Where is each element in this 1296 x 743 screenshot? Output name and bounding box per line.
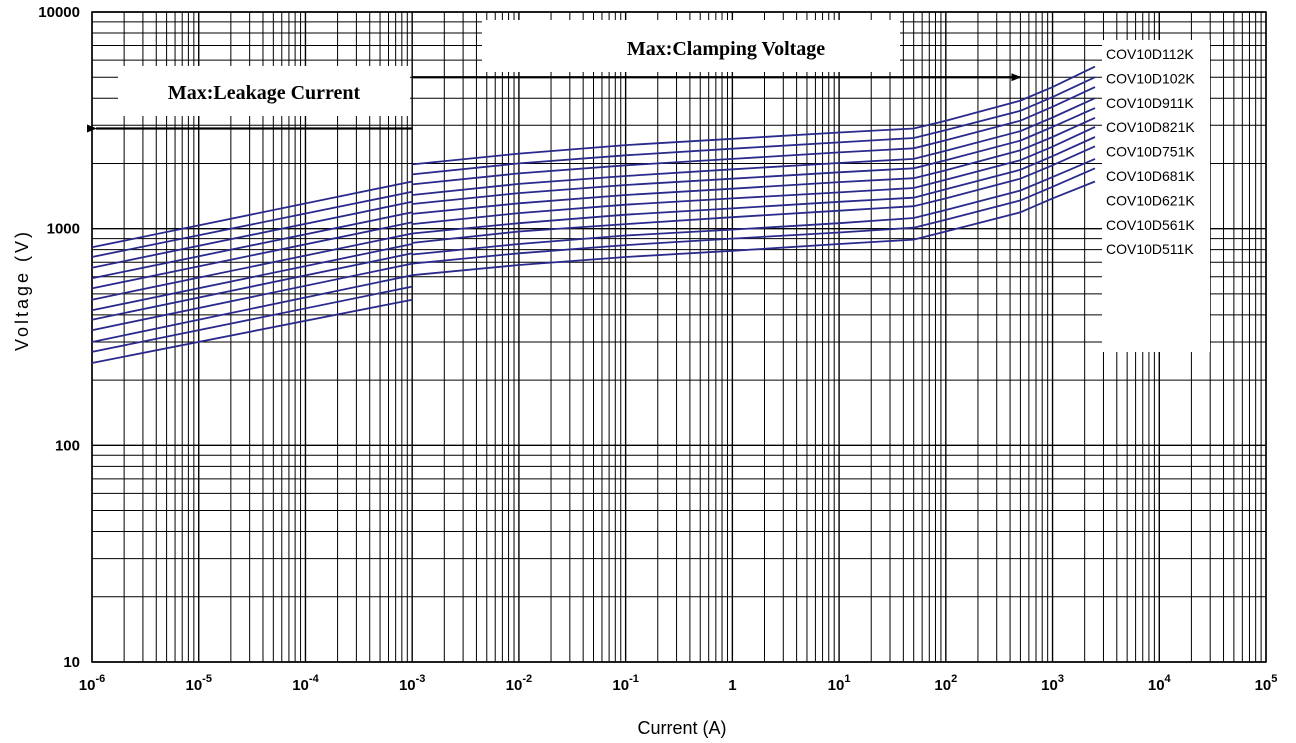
series-label: COV10D821K — [1106, 119, 1195, 135]
x-tick-label: 102 — [934, 673, 957, 694]
x-tick-label: 101 — [828, 673, 851, 694]
x-tick-label: 104 — [1148, 673, 1172, 694]
series-label: COV10D561K — [1106, 217, 1195, 233]
series-label: COV10D911K — [1106, 95, 1194, 111]
series-line-leakage-1 — [92, 192, 412, 257]
x-tick-label: 10-6 — [79, 673, 105, 694]
x-tick-base: 10 — [1255, 677, 1272, 694]
x-tick-base: 10 — [399, 677, 416, 694]
x-tick-base: 10 — [185, 677, 202, 694]
clamping-annotation: Max:Clamping Voltage — [627, 38, 825, 60]
x-tick-exponent: 1 — [844, 673, 850, 685]
x-tick-exponent: 5 — [1271, 673, 1277, 685]
x-axis-label: Current (A) — [637, 718, 726, 738]
series-label: COV10D751K — [1106, 144, 1195, 160]
x-tick-exponent: -3 — [416, 673, 426, 685]
x-tick-base: 10 — [79, 677, 96, 694]
x-tick-exponent: -5 — [202, 673, 212, 685]
y-tick-label: 1000 — [47, 221, 80, 238]
x-tick-base: 10 — [292, 677, 309, 694]
series-line-clamping-1 — [412, 77, 1095, 174]
x-tick-label: 103 — [1041, 673, 1064, 694]
x-tick-label: 105 — [1255, 673, 1278, 694]
series-line-leakage-0 — [92, 182, 412, 248]
series-label: COV10D511K — [1106, 241, 1194, 257]
y-axis-label: Voltage (V) — [12, 229, 32, 351]
leakage-annotation: Max:Leakage Current — [168, 82, 361, 104]
x-tick-base: 10 — [1148, 677, 1165, 694]
series-line-leakage-2 — [92, 202, 412, 268]
series-line-leakage-4 — [92, 222, 412, 288]
x-tick-label: 10-3 — [399, 673, 425, 694]
series-line-clamping-2 — [412, 87, 1095, 184]
x-tick-exponent: -6 — [95, 673, 105, 685]
x-tick-exponent: -4 — [309, 673, 320, 685]
x-tick-label: 10-5 — [185, 673, 211, 694]
x-tick-base: 10 — [828, 677, 845, 694]
series-line-leakage-5 — [92, 234, 412, 300]
x-tick-base: 10 — [612, 677, 629, 694]
y-tick-label: 10 — [63, 654, 80, 671]
x-tick-base: 1 — [728, 677, 736, 694]
y-tick-label: 10000 — [38, 4, 80, 21]
series-line-leakage-3 — [92, 212, 412, 278]
series-label: COV10D112K — [1106, 46, 1194, 62]
series-line-clamping-0 — [412, 67, 1095, 165]
x-tick-label: 10-1 — [612, 673, 638, 694]
series-label: COV10D621K — [1106, 192, 1195, 208]
series-line-clamping-4 — [412, 108, 1095, 204]
x-tick-base: 10 — [934, 677, 951, 694]
x-tick-base: 10 — [506, 677, 523, 694]
y-tick-label: 100 — [55, 437, 80, 454]
series-line-clamping-6 — [412, 127, 1095, 224]
x-tick-label: 10-4 — [292, 673, 319, 694]
series-labels: COV10D112K COV10D102K COV10D911K COV10D821K… — [1106, 46, 1195, 257]
x-tick-label: 10-2 — [506, 673, 532, 694]
x-tick-exponent: 2 — [951, 673, 957, 685]
x-tick-exponent: -2 — [522, 673, 532, 685]
series-label: COV10D681K — [1106, 168, 1195, 184]
x-tick-exponent: 4 — [1165, 673, 1172, 685]
series-label: COV10D102K — [1106, 70, 1195, 86]
series-line-clamping-5 — [412, 118, 1095, 214]
x-tick-exponent: -1 — [629, 673, 639, 685]
x-tick-exponent: 3 — [1058, 673, 1064, 685]
x-tick-base: 10 — [1041, 677, 1058, 694]
x-tick-label: 1 — [728, 677, 736, 694]
